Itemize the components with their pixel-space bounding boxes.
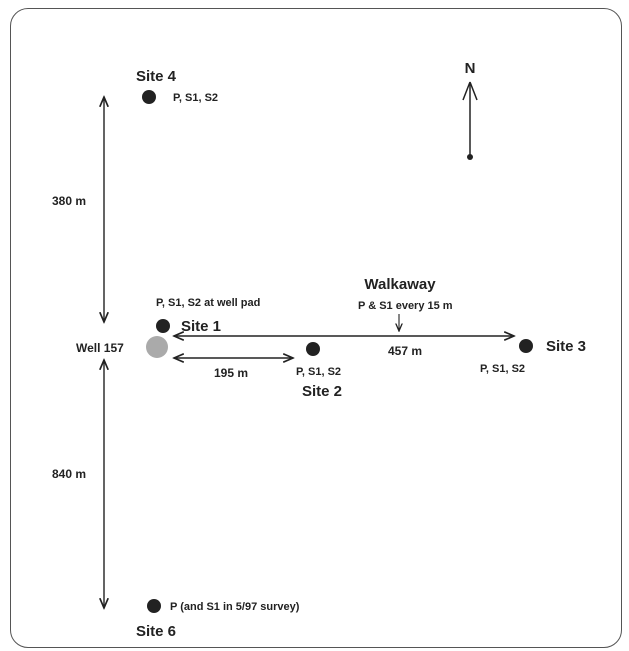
site3-distance-label: 457 m xyxy=(388,344,422,358)
site3-name: Site 3 xyxy=(546,338,586,355)
site6-marker xyxy=(147,599,161,613)
well-label: Well 157 xyxy=(76,341,124,355)
site6-note: P (and S1 in 5/97 survey) xyxy=(170,601,300,613)
north-distance-label: 380 m xyxy=(52,194,86,208)
site1-note: P, S1, S2 at well pad xyxy=(156,297,260,309)
site1-marker xyxy=(156,319,170,333)
south-distance-label: 840 m xyxy=(52,467,86,481)
walkaway-title: Walkaway xyxy=(364,276,436,293)
site1-name: Site 1 xyxy=(181,318,221,335)
site2-marker xyxy=(306,342,320,356)
diagram-frame xyxy=(10,8,622,648)
site4-note: P, S1, S2 xyxy=(173,92,218,104)
site2-name: Site 2 xyxy=(302,383,342,400)
site3-note: P, S1, S2 xyxy=(480,363,525,375)
site2-note: P, S1, S2 xyxy=(296,366,341,378)
well-marker xyxy=(146,336,168,358)
site6-name: Site 6 xyxy=(136,623,176,640)
site2-distance-label: 195 m xyxy=(214,366,248,380)
north-label: N xyxy=(465,60,476,77)
walkaway-note: P & S1 every 15 m xyxy=(358,300,453,312)
site4-marker xyxy=(142,90,156,104)
north-arrow xyxy=(462,81,478,160)
site3-marker xyxy=(519,339,533,353)
site4-name: Site 4 xyxy=(136,68,177,85)
